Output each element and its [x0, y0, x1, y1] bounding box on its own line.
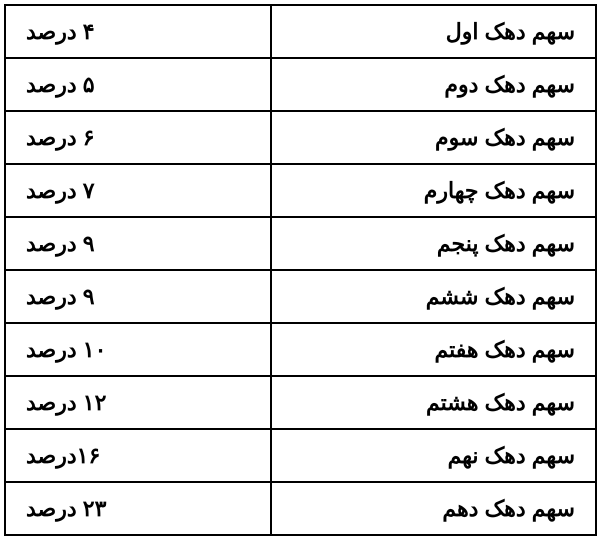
decile-value: ۹ درصد [5, 217, 271, 270]
table-row: سهم دهک اول ۴ درصد [5, 5, 596, 58]
decile-label: سهم دهک دوم [271, 58, 596, 111]
table-row: سهم دهک ششم ۹ درصد [5, 270, 596, 323]
decile-value: ۱۲ درصد [5, 376, 271, 429]
table-row: سهم دهک دوم ۵ درصد [5, 58, 596, 111]
decile-value: ۲۳ درصد [5, 482, 271, 535]
decile-label: سهم دهک چهارم [271, 164, 596, 217]
table-row: سهم دهک دهم ۲۳ درصد [5, 482, 596, 535]
decile-value: ۹ درصد [5, 270, 271, 323]
decile-label: سهم دهک ششم [271, 270, 596, 323]
table-body: سهم دهک اول ۴ درصد سهم دهک دوم ۵ درصد سه… [5, 5, 596, 535]
table-row: سهم دهک هشتم ۱۲ درصد [5, 376, 596, 429]
decile-label: سهم دهک سوم [271, 111, 596, 164]
decile-value: ۶ درصد [5, 111, 271, 164]
table-row: سهم دهک نهم ۱۶درصد [5, 429, 596, 482]
decile-value: ۴ درصد [5, 5, 271, 58]
decile-label: سهم دهک هفتم [271, 323, 596, 376]
decile-value: ۷ درصد [5, 164, 271, 217]
decile-share-table: سهم دهک اول ۴ درصد سهم دهک دوم ۵ درصد سه… [4, 4, 597, 536]
decile-value: ۱۰ درصد [5, 323, 271, 376]
decile-label: سهم دهک اول [271, 5, 596, 58]
table-row: سهم دهک چهارم ۷ درصد [5, 164, 596, 217]
table-row: سهم دهک سوم ۶ درصد [5, 111, 596, 164]
decile-label: سهم دهک دهم [271, 482, 596, 535]
decile-value: ۵ درصد [5, 58, 271, 111]
table-row: سهم دهک هفتم ۱۰ درصد [5, 323, 596, 376]
decile-value: ۱۶درصد [5, 429, 271, 482]
decile-label: سهم دهک نهم [271, 429, 596, 482]
decile-label: سهم دهک پنجم [271, 217, 596, 270]
decile-label: سهم دهک هشتم [271, 376, 596, 429]
table-row: سهم دهک پنجم ۹ درصد [5, 217, 596, 270]
